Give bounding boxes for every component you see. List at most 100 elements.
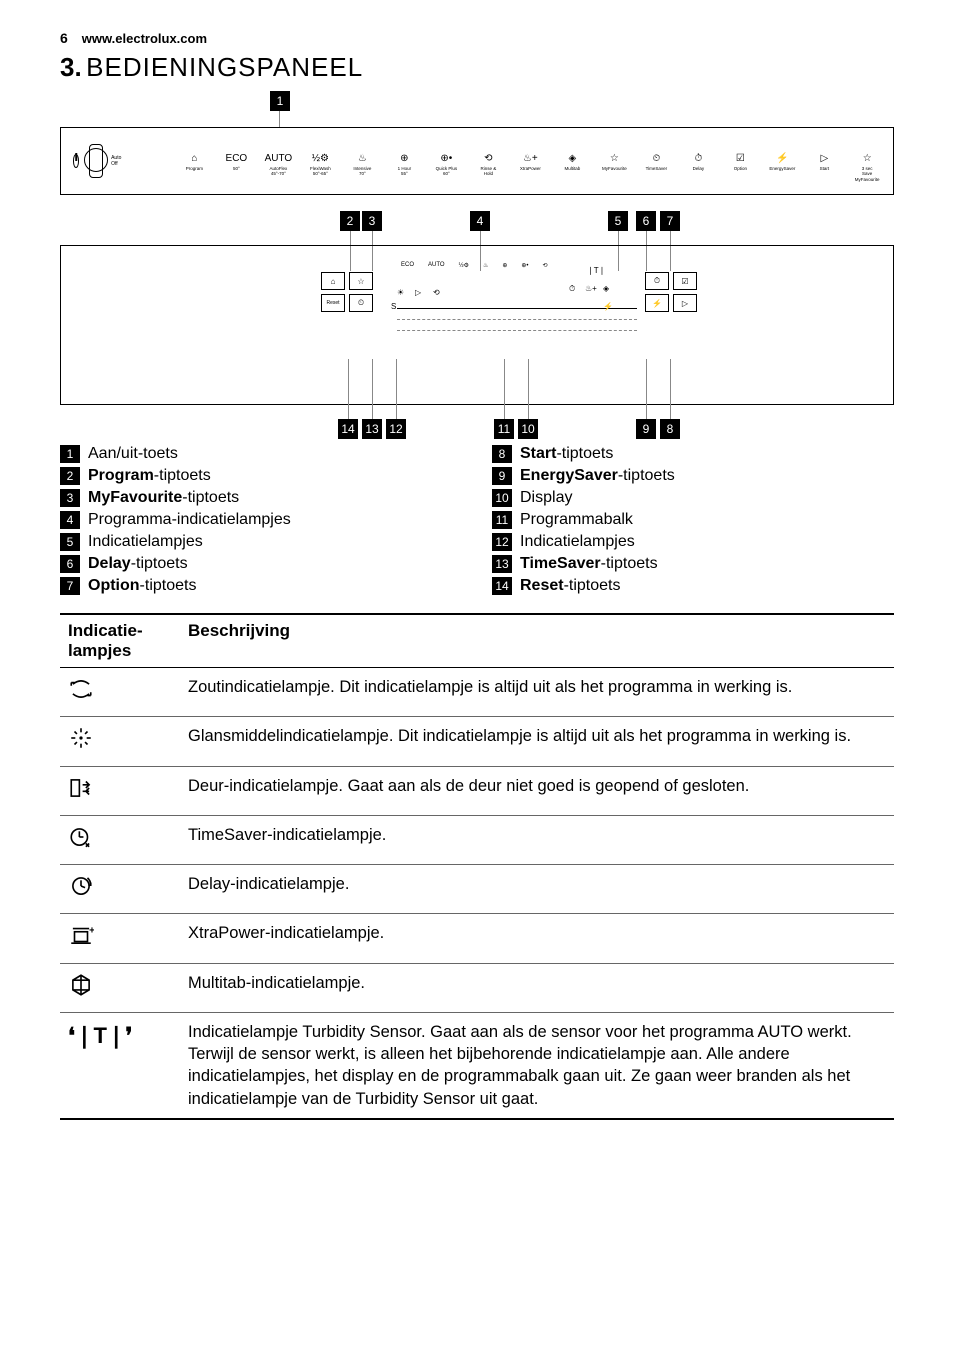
programme-bar-dash2	[397, 330, 637, 331]
legend-number: 4	[60, 511, 80, 529]
table-row: Delay-indicatielampje.	[60, 865, 894, 914]
panel-icon: ▷Start	[811, 154, 837, 171]
favourite-btn-icon: ☆	[349, 272, 373, 290]
panel-icon: ⊕• Quick Plus 60°	[433, 154, 459, 177]
legend-number: 10	[492, 489, 512, 507]
reset-btn-icon: Reset	[321, 294, 345, 312]
panel-icon-glyph: ECO	[226, 154, 248, 164]
panel-icon-glyph: ½⚙	[312, 154, 329, 164]
panel-icon-label: AutoFlex 45°-70°	[269, 166, 287, 177]
callout-line	[279, 111, 280, 127]
callout-marker: 14	[338, 419, 358, 439]
callout-row-top: 234567	[60, 211, 894, 241]
panel-icon-label: 50°	[233, 166, 240, 171]
legend-two-column: 1Aan/uit-toets2Program-tiptoets3MyFavour…	[60, 445, 894, 599]
panel-icon-glyph: ⟲	[484, 154, 492, 164]
cloud-indicator-icon: ⟲	[433, 288, 440, 297]
callout-line	[646, 359, 647, 419]
indicator-icon-cell	[60, 668, 180, 717]
energy-ind-icon: ⚡	[603, 302, 613, 311]
indicator-desc-cell: Glansmiddelindicatielampje. Dit indicati…	[180, 717, 894, 766]
header-url: www.electrolux.com	[82, 31, 207, 46]
callout-marker: 4	[470, 211, 490, 231]
indicator-icon-cell	[60, 963, 180, 1012]
panel-icon-glyph: ⊕•	[440, 154, 452, 164]
legend-number: 14	[492, 577, 512, 595]
legend-row: 10Display	[492, 489, 894, 507]
legend-text: Programmabalk	[520, 511, 633, 529]
panel-icon: ⌂Program	[181, 154, 207, 171]
legend-row: 1Aan/uit-toets	[60, 445, 462, 463]
panel-icon-glyph: ⊕	[400, 154, 408, 164]
legend-text: Indicatielampjes	[88, 533, 203, 551]
legend-number: 9	[492, 467, 512, 485]
programme-icon: ⟲	[543, 262, 548, 269]
callout-marker: 12	[386, 419, 406, 439]
legend-number: 12	[492, 533, 512, 551]
display-panel-diagram: ⌂ ☆ Reset ⏲ ECOAUTO½⚙♨⊕⊕•⟲ ☀ ▷ ⟲ S ❘T❘ ⏱…	[60, 245, 894, 405]
callout-marker: 8	[660, 419, 680, 439]
panel-icon: ⚡ EnergySaver	[769, 154, 795, 171]
legend-col-left: 1Aan/uit-toets2Program-tiptoets3MyFavour…	[60, 445, 462, 599]
legend-text: Start-tiptoets	[520, 445, 613, 463]
legend-row: 4 Programma-indicatielampjes	[60, 511, 462, 529]
section-heading: 3. BEDIENINGSPANEEL	[60, 52, 894, 83]
legend-text: Program-tiptoets	[88, 467, 211, 485]
table-row: ❛❘T❘❜Indicatielampje Turbidity Sensor. G…	[60, 1012, 894, 1119]
panel-icon-glyph: ⌂	[191, 154, 197, 164]
s-indicator-icon: S	[391, 302, 396, 311]
panel-icon-glyph: ☑	[736, 154, 745, 164]
legend-number: 13	[492, 555, 512, 573]
sensor-ind-icon: ❘T❘	[587, 266, 605, 275]
indicator-desc-cell: TimeSaver-indicatielampje.	[180, 815, 894, 864]
callout-marker: 6	[636, 211, 656, 231]
indicator-table: Indicatie-lampjes Beschrijving Zoutindic…	[60, 613, 894, 1120]
panel-icon-label: FlexiWash 50°-65°	[310, 166, 331, 177]
programme-icon: AUTO	[428, 262, 445, 269]
legend-row: 11Programmabalk	[492, 511, 894, 529]
legend-row: 6Delay-tiptoets	[60, 555, 462, 573]
legend-number: 8	[492, 445, 512, 463]
legend-text: EnergySaver-tiptoets	[520, 467, 675, 485]
programme-bar	[397, 308, 637, 309]
panel-icon-glyph: ♨	[358, 154, 367, 164]
svg-text:+: +	[89, 926, 94, 937]
indicator-icon-cell	[60, 766, 180, 815]
legend-text: Programma-indicatielampjes	[88, 511, 291, 529]
panel-icon-label: Quick Plus 60°	[436, 166, 458, 177]
energysaver-btn-icon: ⚡	[645, 294, 669, 312]
table-row: TimeSaver-indicatielampje.	[60, 815, 894, 864]
panel-icon-label: MyFavourite	[602, 166, 627, 171]
panel-icon-label: Multitab	[564, 166, 580, 171]
page-header: 6 www.electrolux.com	[60, 30, 894, 46]
panel-icon-label: Option	[734, 166, 747, 171]
multi-ind-icon: ◈	[603, 284, 609, 293]
legend-text: MyFavourite-tiptoets	[88, 489, 239, 507]
callout-marker: 11	[494, 419, 514, 439]
legend-row: 8 Start-tiptoets	[492, 445, 894, 463]
panel-icon-glyph: ⚡	[776, 154, 788, 164]
callout-marker: 10	[518, 419, 538, 439]
control-panel-top-diagram: Auto Off ⌂ProgramECO50°AUTOAutoFlex 45°-…	[60, 127, 894, 195]
panel-icon: ⏲TimeSaver	[643, 154, 669, 171]
panel-icon: ⏱Delay	[685, 154, 711, 171]
legend-row: 9 EnergySaver-tiptoets	[492, 467, 894, 485]
callout-line	[504, 359, 505, 419]
panel-icon-label: Delay	[693, 166, 705, 171]
delay-ind-icon: ⏱	[569, 284, 575, 294]
option-btn-icon: ☑	[673, 272, 697, 290]
dial-knob	[89, 144, 103, 178]
callout-line	[528, 359, 529, 419]
panel-icon-label: Start	[820, 166, 830, 171]
panel-icon-label: EnergySaver	[769, 166, 795, 171]
delay-btn-icon: ⏱	[645, 272, 669, 290]
legend-number: 5	[60, 533, 80, 551]
table-row: Glansmiddelindicatielampje. Dit indicati…	[60, 717, 894, 766]
panel-icon-glyph: ☆	[610, 154, 619, 164]
callout-line	[348, 359, 349, 419]
callout-row-bottom: 141312111098	[60, 409, 894, 439]
page-number: 6	[60, 30, 68, 46]
callout-marker: 3	[362, 211, 382, 231]
legend-number: 2	[60, 467, 80, 485]
callout-marker: 13	[362, 419, 382, 439]
